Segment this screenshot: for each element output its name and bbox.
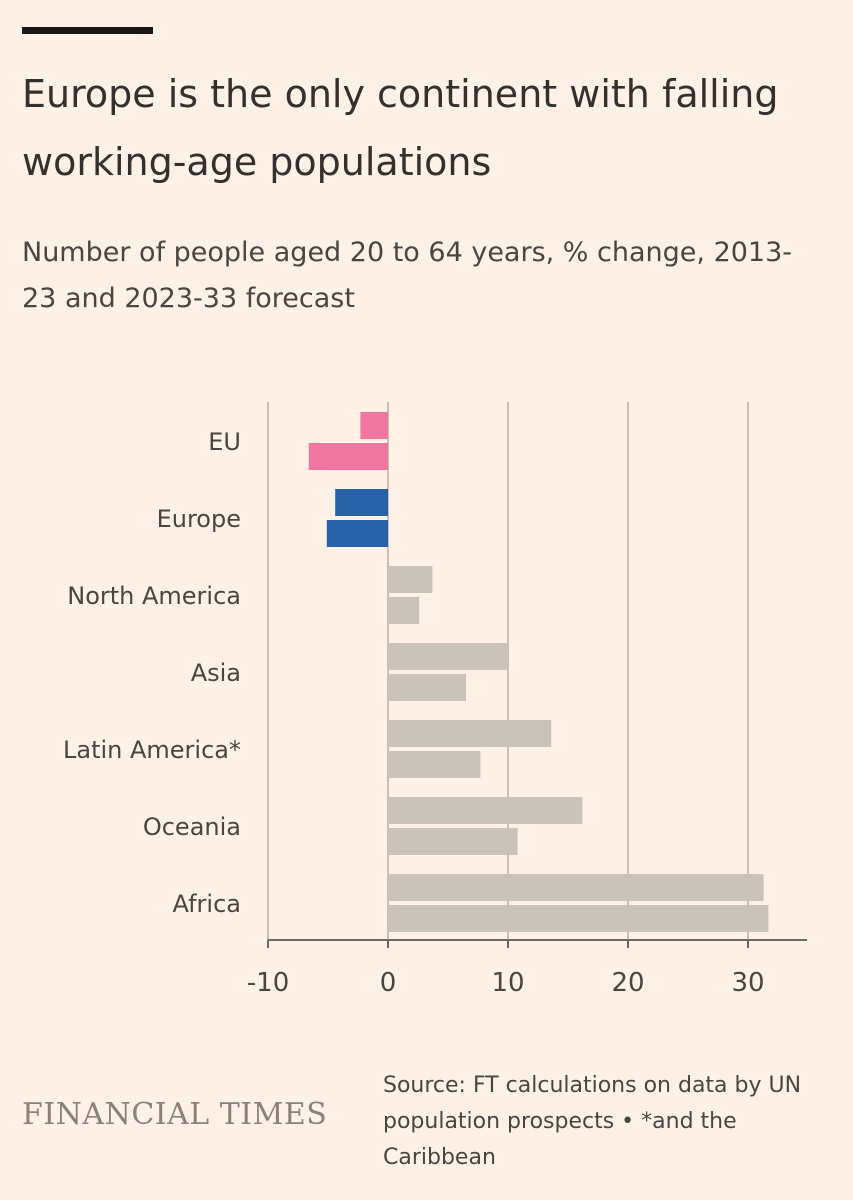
bar — [335, 489, 388, 516]
ft-brand-logo: FINANCIAL TIMES — [22, 1097, 328, 1132]
bar — [388, 874, 764, 901]
category-label: North America — [67, 582, 241, 610]
top-rule — [22, 27, 153, 34]
bar — [388, 797, 583, 824]
bar — [308, 443, 388, 470]
bar — [388, 566, 433, 593]
bar — [388, 674, 466, 701]
x-tick-label: -10 — [247, 968, 289, 998]
bar — [388, 643, 508, 670]
bar — [388, 905, 769, 932]
chart-title: Europe is the only continent with fallin… — [22, 72, 779, 184]
chart-subtitle: Number of people aged 20 to 64 years, % … — [22, 237, 793, 314]
category-label: Oceania — [143, 813, 241, 841]
bar — [388, 597, 420, 624]
bar — [388, 751, 481, 778]
x-tick-label: 30 — [731, 968, 764, 998]
bar — [326, 520, 388, 547]
source-note: Source: FT calculations on data by UN po… — [383, 1073, 802, 1170]
bar-chart: EU Europe North America Asia Latin America* O… — [63, 402, 807, 998]
category-label: Asia — [191, 659, 241, 687]
bar — [360, 412, 388, 439]
category-label: EU — [208, 428, 241, 456]
category-label: Africa — [173, 890, 241, 918]
x-tick-label: 0 — [380, 968, 397, 998]
x-tick-label: 10 — [491, 968, 524, 998]
category-label: Latin America* — [63, 736, 241, 764]
x-tick-label: 20 — [611, 968, 644, 998]
bar — [388, 720, 552, 747]
bar — [388, 828, 518, 855]
category-label: Europe — [157, 505, 241, 533]
